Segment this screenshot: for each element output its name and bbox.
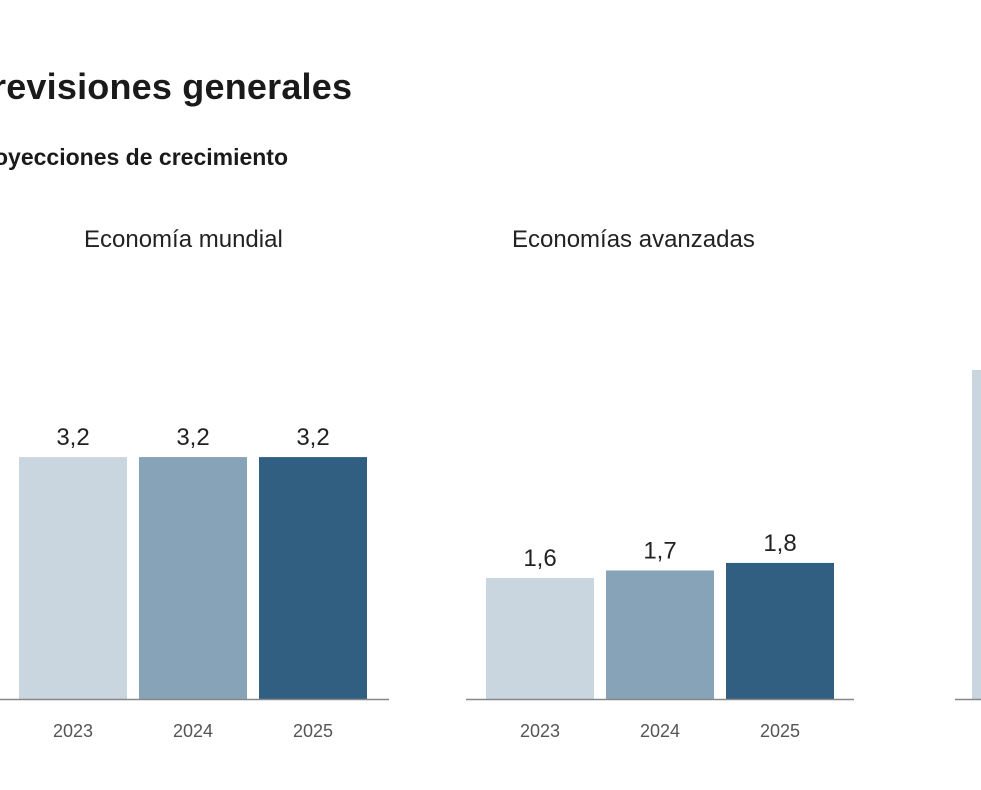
panel-title-economias-avanzadas: Economías avanzadas bbox=[512, 226, 755, 253]
bar-2-2024 bbox=[606, 570, 714, 699]
value-label-2-2025: 1,8 bbox=[763, 530, 796, 557]
chart-subtitle: oyecciones de crecimiento bbox=[0, 144, 289, 170]
bar-2-2023 bbox=[486, 578, 594, 699]
bar-1-2025 bbox=[259, 457, 367, 699]
tick-label-2-2023: 2023 bbox=[520, 721, 560, 741]
value-label-1-2025: 3,2 bbox=[296, 424, 329, 451]
value-label-1-2023: 3,2 bbox=[56, 424, 89, 451]
bar-2-2025 bbox=[726, 562, 834, 699]
chart-title: revisiones generales bbox=[0, 66, 353, 107]
value-label-2-2023: 1,6 bbox=[523, 545, 556, 572]
value-label-1-2024: 3,2 bbox=[176, 424, 209, 451]
tick-label-2-2025: 2025 bbox=[760, 721, 800, 741]
tick-label-1-2024: 2024 bbox=[173, 721, 213, 741]
tick-label-1-2023: 2023 bbox=[53, 721, 93, 741]
bar-3-partial bbox=[972, 370, 981, 699]
tick-label-1-2025: 2025 bbox=[293, 721, 333, 741]
value-label-2-2024: 1,7 bbox=[643, 537, 676, 564]
bar-1-2023 bbox=[19, 457, 127, 699]
bar-1-2024 bbox=[139, 457, 247, 699]
panel-title-economia-mundial: Economía mundial bbox=[84, 226, 283, 253]
tick-label-2-2024: 2024 bbox=[640, 721, 680, 741]
